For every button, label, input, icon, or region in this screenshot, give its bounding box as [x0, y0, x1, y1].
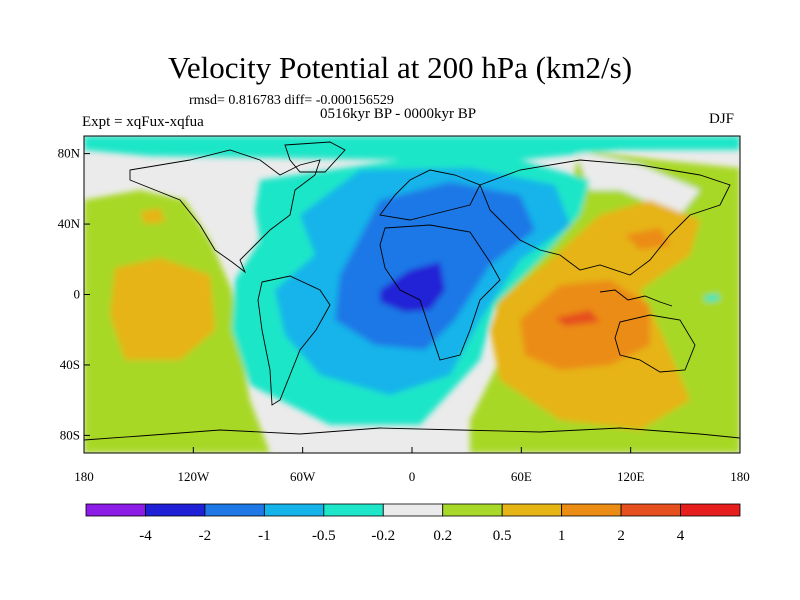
colorbar-swatch: [85, 503, 146, 517]
coastline-antarctica: [84, 427, 740, 441]
colorbar-swatch: [382, 503, 444, 517]
x-tick-label: 0: [409, 469, 416, 484]
contour-yellow-north-pacific: [140, 208, 165, 224]
colorbar-swatch: [680, 503, 741, 517]
coastline-maritime: [599, 289, 673, 307]
colorbar-swatch: [263, 503, 325, 517]
y-tick-label: 80S: [60, 427, 80, 442]
contour-red-core: [555, 310, 600, 326]
chart-title: Velocity Potential at 200 hPa (km2/s): [167, 50, 633, 85]
coastlines: [84, 141, 740, 441]
x-tick-label: 180: [74, 469, 94, 484]
coastline-north-america: [129, 149, 321, 274]
x-tick-label: 60E: [511, 469, 532, 484]
coastline-asia: [479, 159, 731, 276]
colorbar-label: -1: [258, 528, 271, 544]
colorbar-swatch: [561, 503, 622, 517]
season-label: DJF: [709, 111, 735, 127]
period-text: 0516kyr BP - 0000kyr BP: [320, 106, 477, 122]
coastline-south-america: [257, 275, 331, 406]
colorbar-swatch: [620, 503, 681, 517]
x-tick-label: 60W: [290, 469, 316, 484]
x-tick-labels: 180 120W 60W 0 60E 120E 180: [74, 469, 750, 484]
y-tick-label: 0: [74, 287, 81, 302]
contour-teal-arctic: [84, 136, 740, 160]
colorbar-label: 0.2: [433, 528, 452, 544]
colorbar-labels: -4 -2 -1 -0.5 -0.2 0.2 0.5 1 2 4: [139, 528, 685, 544]
colorbar-label: 4: [677, 528, 685, 544]
x-tick-label: 120W: [177, 469, 210, 484]
axis-ticks: [83, 153, 741, 453]
y-tick-label: 40N: [58, 216, 81, 231]
y-tick-label: 40S: [60, 357, 80, 372]
rmsd-diff-text: rmsd= 0.816783 diff= -0.000156529: [189, 93, 394, 108]
colorbar-swatch: [145, 503, 206, 517]
colorbar-label: -2: [199, 528, 212, 544]
contour-teal-pacific-spot: [704, 294, 720, 302]
contour-yellow-pacific: [110, 258, 215, 360]
colorbar-label: -0.2: [371, 528, 395, 544]
coastline-africa: [379, 224, 501, 361]
y-tick-labels: 80N 40N 0 40S 80S: [58, 146, 81, 443]
coastline-australia: [614, 314, 696, 373]
colorbar-label: -0.5: [312, 528, 336, 544]
contour-orange-japan: [625, 228, 670, 250]
colorbar: [85, 503, 741, 517]
colorbar-label: 2: [617, 528, 625, 544]
colorbar-label: -4: [139, 528, 152, 544]
velocity-potential-field: [84, 136, 740, 453]
colorbar-swatch: [442, 503, 503, 517]
contour-neutral-east: [575, 150, 700, 215]
experiment-label: Expt = xqFux-xqfua: [82, 114, 204, 130]
contour-deepblue-core: [380, 262, 445, 312]
colorbar-swatch: [323, 503, 384, 517]
x-tick-label: 180: [730, 469, 750, 484]
colorbar-swatch: [501, 503, 563, 517]
colorbar-swatch: [204, 503, 265, 517]
colorbar-label: 1: [558, 528, 566, 544]
colorbar-label: 0.5: [493, 528, 512, 544]
y-tick-label: 80N: [58, 146, 81, 161]
coastline-greenland: [284, 141, 346, 173]
x-tick-label: 120E: [617, 469, 645, 484]
